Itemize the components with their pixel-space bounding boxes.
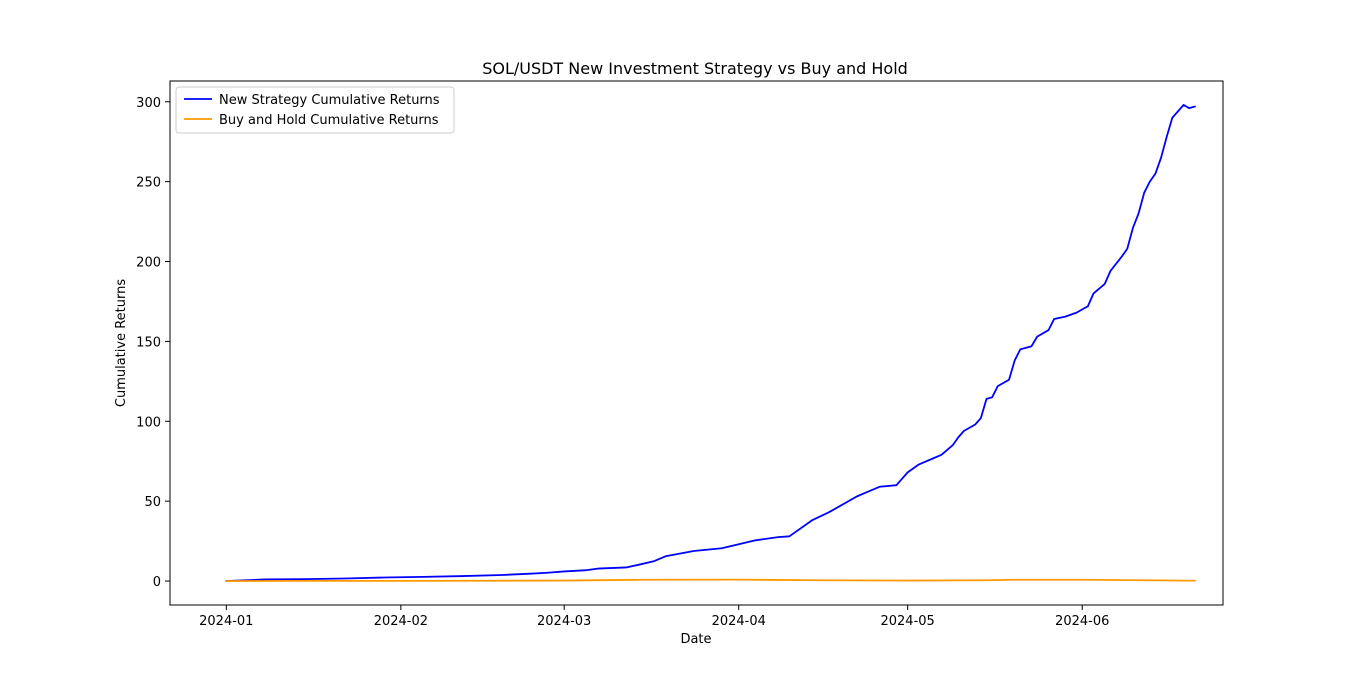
chart-title: SOL/USDT New Investment Strategy vs Buy … [482,59,908,78]
x-tick-label: 2024-03 [537,614,591,629]
legend-label: New Strategy Cumulative Returns [219,93,440,108]
series-line-buy-and-hold [225,578,1196,582]
y-tick-label: 50 [144,495,161,510]
plot-area [225,104,1196,582]
plot-frame [169,80,1224,606]
y-tick-label: 300 [136,96,161,111]
x-tick-label: 2024-05 [880,614,934,629]
x-tick-label: 2024-01 [199,614,253,629]
y-axis-label: Cumulative Returns [114,279,129,407]
y-tick-label: 0 [153,575,161,590]
x-axis: 2024-01 2024-02 2024-03 2024-04 2024-05 2024-… [199,605,1109,629]
x-axis-label: Date [680,632,711,647]
x-tick-label: 2024-06 [1055,614,1109,629]
y-tick-label: 200 [136,256,161,271]
series-line-new-strategy [225,104,1196,582]
y-tick-label: 100 [136,415,161,430]
x-tick-label: 2024-04 [712,614,766,629]
y-tick-label: 250 [136,176,161,191]
legend: New Strategy Cumulative Returns Buy and H… [175,86,455,134]
x-tick-label: 2024-02 [374,614,428,629]
y-tick-label: 150 [136,335,161,350]
y-axis: 0 50 100 150 200 250 300 [136,96,170,590]
legend-label: Buy and Hold Cumulative Returns [219,113,439,128]
legend-box [175,86,455,134]
